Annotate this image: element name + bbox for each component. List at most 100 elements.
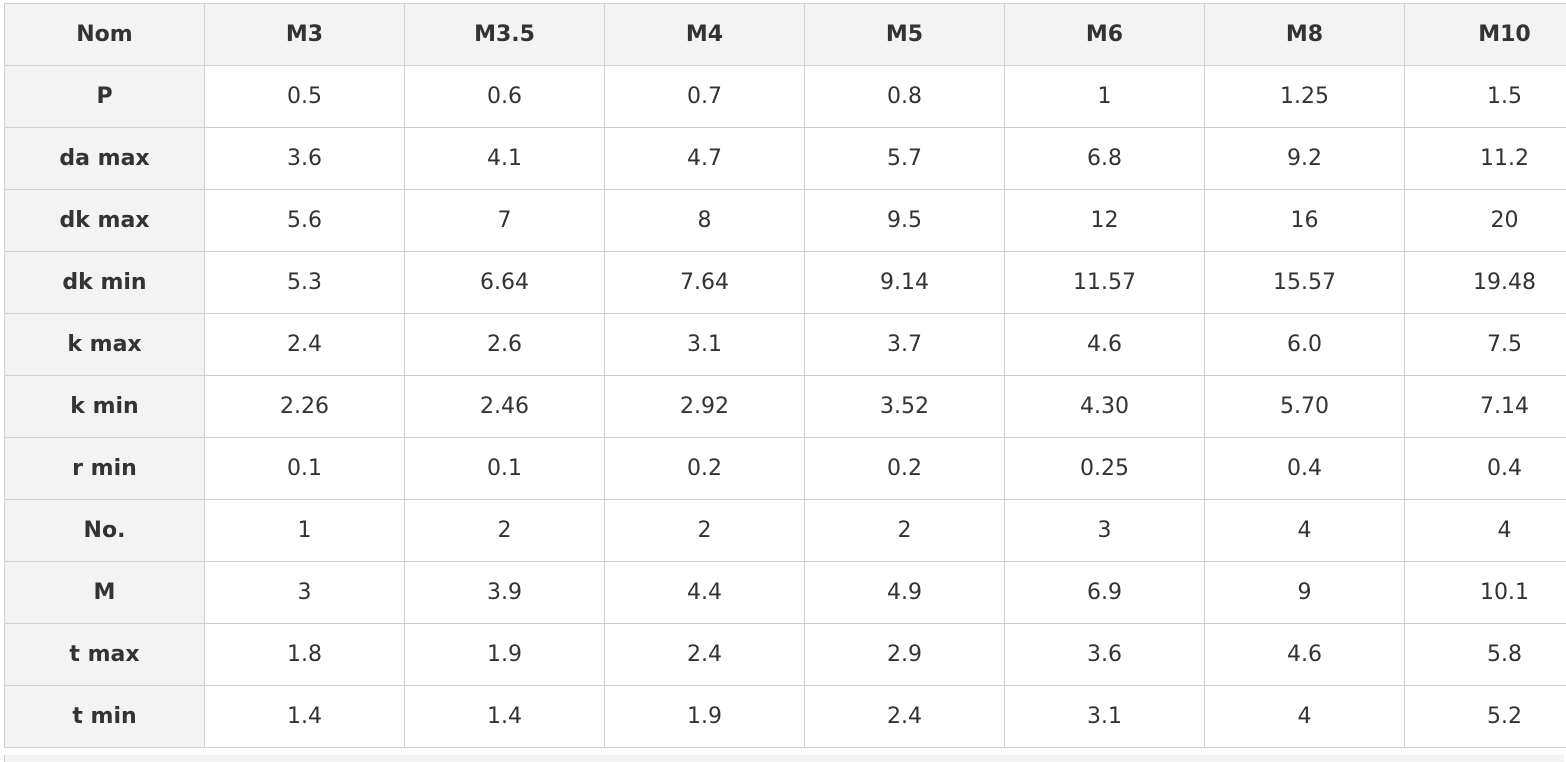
value-cell: 7.64 xyxy=(604,251,805,314)
table-row: k max 2.4 2.6 3.1 3.7 4.6 6.0 7.5 xyxy=(4,313,1566,376)
value-cell: 0.4 xyxy=(1204,437,1405,500)
value-cell: 9.14 xyxy=(804,251,1005,314)
header-cell: M5 xyxy=(804,3,1005,66)
value-cell: 5.7 xyxy=(804,127,1005,190)
value-cell: 0.1 xyxy=(404,437,605,500)
value-cell: 20 xyxy=(1404,189,1566,252)
value-cell: 0.2 xyxy=(604,437,805,500)
row-label-cell: k min xyxy=(4,375,205,438)
header-cell: M3 xyxy=(204,3,405,66)
value-cell: 4.6 xyxy=(1004,313,1205,376)
value-cell: 7.14 xyxy=(1404,375,1566,438)
value-cell: 10.1 xyxy=(1404,561,1566,624)
value-cell: 9.5 xyxy=(804,189,1005,252)
row-label-cell: r min xyxy=(4,437,205,500)
value-cell: 2.92 xyxy=(604,375,805,438)
value-cell: 0.7 xyxy=(604,65,805,128)
table-row: dk min 5.3 6.64 7.64 9.14 11.57 15.57 19.48 xyxy=(4,251,1566,314)
value-cell: 3.9 xyxy=(404,561,605,624)
value-cell: 2.4 xyxy=(604,623,805,686)
table-row: t max 1.8 1.9 2.4 2.9 3.6 4.6 5.8 xyxy=(4,623,1566,686)
value-cell: 5.6 xyxy=(204,189,405,252)
value-cell: 4.30 xyxy=(1004,375,1205,438)
value-cell: 11.57 xyxy=(1004,251,1205,314)
value-cell: 6.8 xyxy=(1004,127,1205,190)
value-cell: 4.7 xyxy=(604,127,805,190)
value-cell: 3.1 xyxy=(1004,685,1205,748)
row-label-cell: da max xyxy=(4,127,205,190)
table-body: Nom M3 M3.5 M4 M5 M6 M8 M10 P 0.5 0.6 0.7 0.… xyxy=(4,3,1566,748)
value-cell: 3 xyxy=(1004,499,1205,562)
value-cell: 3 xyxy=(204,561,405,624)
value-cell: 6.64 xyxy=(404,251,605,314)
value-cell: 5.2 xyxy=(1404,685,1566,748)
value-cell: 0.8 xyxy=(804,65,1005,128)
value-cell: 7 xyxy=(404,189,605,252)
value-cell: 7.5 xyxy=(1404,313,1566,376)
table-row: M 3 3.9 4.4 4.9 6.9 9 10.1 xyxy=(4,561,1566,624)
value-cell: 4.9 xyxy=(804,561,1005,624)
value-cell: 1.25 xyxy=(1204,65,1405,128)
row-label-cell: M xyxy=(4,561,205,624)
table-row: No. 1 2 2 2 3 4 4 xyxy=(4,499,1566,562)
value-cell: 2 xyxy=(804,499,1005,562)
table-bottom-edge xyxy=(4,755,1564,762)
table-row: da max 3.6 4.1 4.7 5.7 6.8 9.2 11.2 xyxy=(4,127,1566,190)
header-cell: M8 xyxy=(1204,3,1405,66)
value-cell: 9.2 xyxy=(1204,127,1405,190)
value-cell: 2.6 xyxy=(404,313,605,376)
value-cell: 2.26 xyxy=(204,375,405,438)
value-cell: 4 xyxy=(1204,499,1405,562)
value-cell: 1.5 xyxy=(1404,65,1566,128)
value-cell: 3.1 xyxy=(604,313,805,376)
value-cell: 4.4 xyxy=(604,561,805,624)
value-cell: 0.5 xyxy=(204,65,405,128)
dimensions-table: Nom M3 M3.5 M4 M5 M6 M8 M10 P 0.5 0.6 0.7 0.… xyxy=(4,3,1566,748)
row-label-cell: t max xyxy=(4,623,205,686)
table-row: P 0.5 0.6 0.7 0.8 1 1.25 1.5 xyxy=(4,65,1566,128)
value-cell: 3.6 xyxy=(204,127,405,190)
value-cell: 0.1 xyxy=(204,437,405,500)
row-label-cell: k max xyxy=(4,313,205,376)
value-cell: 4.6 xyxy=(1204,623,1405,686)
value-cell: 0.4 xyxy=(1404,437,1566,500)
value-cell: 0.2 xyxy=(804,437,1005,500)
value-cell: 16 xyxy=(1204,189,1405,252)
table-row: t min 1.4 1.4 1.9 2.4 3.1 4 5.2 xyxy=(4,685,1566,748)
header-cell: M4 xyxy=(604,3,805,66)
value-cell: 1 xyxy=(204,499,405,562)
value-cell: 2.9 xyxy=(804,623,1005,686)
value-cell: 15.57 xyxy=(1204,251,1405,314)
row-label-cell: No. xyxy=(4,499,205,562)
header-cell: M10 xyxy=(1404,3,1566,66)
value-cell: 3.52 xyxy=(804,375,1005,438)
value-cell: 2.4 xyxy=(804,685,1005,748)
header-cell: M3.5 xyxy=(404,3,605,66)
value-cell: 11.2 xyxy=(1404,127,1566,190)
value-cell: 5.8 xyxy=(1404,623,1566,686)
value-cell: 6.9 xyxy=(1004,561,1205,624)
header-cell: M6 xyxy=(1004,3,1205,66)
value-cell: 3.7 xyxy=(804,313,1005,376)
value-cell: 9 xyxy=(1204,561,1405,624)
value-cell: 1.4 xyxy=(204,685,405,748)
table-row: dk max 5.6 7 8 9.5 12 16 20 xyxy=(4,189,1566,252)
value-cell: 1.8 xyxy=(204,623,405,686)
value-cell: 5.70 xyxy=(1204,375,1405,438)
row-label-cell: P xyxy=(4,65,205,128)
value-cell: 3.6 xyxy=(1004,623,1205,686)
value-cell: 1.9 xyxy=(404,623,605,686)
value-cell: 1 xyxy=(1004,65,1205,128)
row-label-cell: dk max xyxy=(4,189,205,252)
table-row: k min 2.26 2.46 2.92 3.52 4.30 5.70 7.14 xyxy=(4,375,1566,438)
header-cell: Nom xyxy=(4,3,205,66)
value-cell: 4 xyxy=(1204,685,1405,748)
value-cell: 5.3 xyxy=(204,251,405,314)
dimensions-table-container: Nom M3 M3.5 M4 M5 M6 M8 M10 P 0.5 0.6 0.7 0.… xyxy=(4,3,1566,748)
row-label-cell: dk min xyxy=(4,251,205,314)
table-header-row: Nom M3 M3.5 M4 M5 M6 M8 M10 xyxy=(4,3,1566,66)
value-cell: 0.6 xyxy=(404,65,605,128)
value-cell: 8 xyxy=(604,189,805,252)
value-cell: 12 xyxy=(1004,189,1205,252)
value-cell: 1.9 xyxy=(604,685,805,748)
